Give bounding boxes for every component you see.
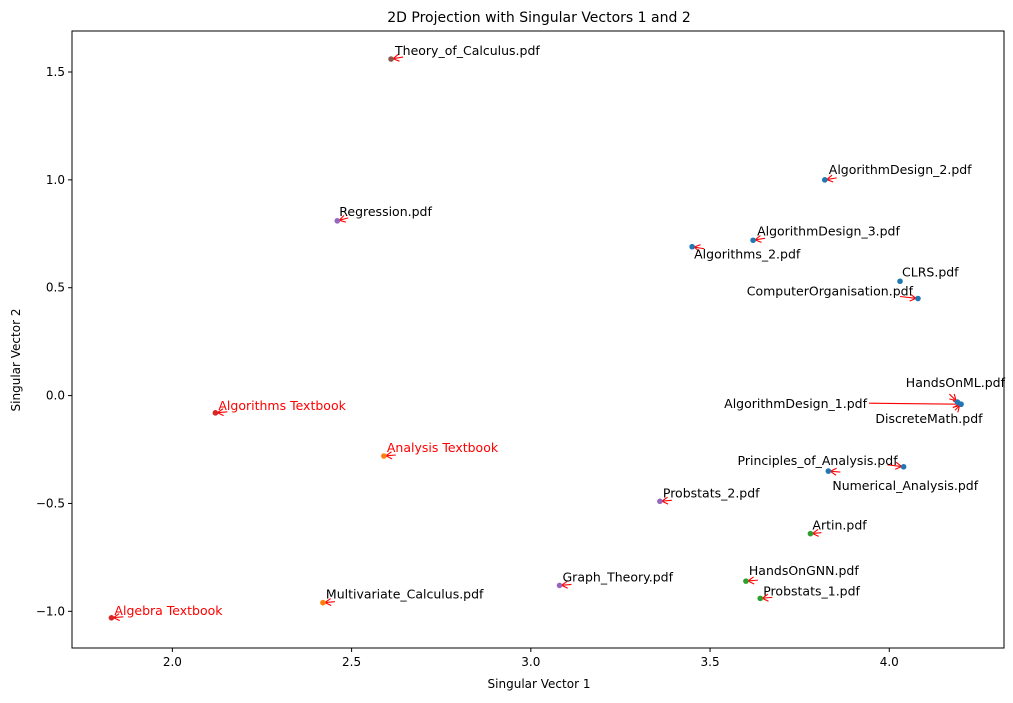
annotation-arrow (868, 402, 959, 405)
data-point (900, 463, 907, 470)
point-label: ComputerOrganisation.pdf (747, 284, 914, 299)
point-label: AlgorithmDesign_3.pdf (757, 223, 900, 238)
data-point (320, 599, 326, 606)
annotation-arrow (887, 464, 902, 468)
point-label: Probstats_1.pdf (763, 583, 860, 598)
y-tick-label: 0.0 (46, 389, 65, 403)
data-point (108, 614, 115, 621)
x-tick-label: 2.0 (163, 655, 182, 669)
annotation-arrow (754, 237, 766, 241)
point-label: HandsOnGNN.pdf (749, 563, 859, 578)
data-points (108, 56, 964, 621)
data-point (657, 498, 663, 505)
point-label: HandsOnML.pdf (906, 375, 1006, 390)
data-point (821, 177, 828, 183)
y-tick-label: −0.5 (36, 496, 65, 510)
point-label: Algorithms Textbook (218, 398, 346, 413)
data-point (334, 218, 341, 224)
annotation-arrow (561, 583, 572, 586)
point-label: DiscreteMath.pdf (875, 411, 983, 426)
y-tick-label: 1.5 (46, 65, 65, 79)
annotation-arrow (812, 532, 822, 535)
data-point (958, 401, 964, 408)
point-label: Artin.pdf (812, 518, 867, 533)
data-point (825, 468, 832, 474)
data-point (897, 278, 903, 285)
plot-area-frame (71, 30, 1005, 649)
annotation-arrow (392, 56, 404, 60)
point-label: Multivariate_Calculus.pdf (326, 587, 484, 602)
annotation-arrow (385, 454, 396, 457)
chart-title: 2D Projection with Singular Vectors 1 an… (387, 10, 690, 26)
y-tick-label: 0.5 (46, 281, 65, 295)
data-point (689, 243, 695, 250)
annotation-arrow (217, 411, 228, 414)
annotation-arrow (113, 616, 124, 619)
point-label: Algorithms_2.pdf (694, 247, 801, 262)
point-label: Theory_of_Calculus.pdf (394, 43, 540, 58)
annotation-arrow (826, 177, 837, 181)
point-label: AlgorithmDesign_2.pdf (829, 162, 972, 177)
annotation-arrow (661, 499, 672, 502)
y-tick-label: 1.0 (46, 173, 65, 187)
y-tick-label: −1.0 (36, 604, 65, 618)
data-point (388, 56, 394, 62)
point-label: Probstats_2.pdf (663, 485, 760, 500)
axis-ticks: 2.0 2.5 3.0 3.5 4.0 −1.0 −0.5 0.0 0.5 1.0 1.5 (36, 65, 899, 669)
x-tick-label: 2.5 (342, 655, 361, 669)
x-axis-label: Singular Vector 1 (488, 677, 591, 691)
annotation-arrow (899, 295, 917, 299)
point-label: Numerical_Analysis.pdf (832, 478, 978, 493)
data-point (915, 295, 921, 302)
point-label: Analysis Textbook (387, 440, 499, 455)
x-tick-label: 3.5 (701, 655, 720, 669)
point-labels: Theory_of_Calculus.pdf AlgorithmDesign_2.… (114, 43, 1005, 618)
data-point (807, 530, 814, 537)
point-label: AlgorithmDesign_1.pdf (724, 396, 867, 411)
data-point (757, 595, 764, 602)
annotation-arrow (949, 393, 957, 402)
annotation-arrow (762, 596, 773, 599)
annotation-arrow (747, 579, 758, 582)
annotation-arrow (339, 217, 349, 221)
y-axis-label: Singular Vector 2 (9, 309, 23, 412)
point-label: Regression.pdf (339, 204, 432, 219)
annotation-arrows (112, 53, 961, 622)
point-label: CLRS.pdf (902, 264, 959, 279)
point-label: Principles_of_Analysis.pdf (738, 453, 899, 468)
annotation-arrow (830, 470, 841, 473)
x-tick-label: 3.0 (521, 655, 540, 669)
x-tick-label: 4.0 (880, 655, 899, 669)
data-point (556, 582, 563, 589)
data-point (743, 578, 749, 584)
annotation-arrow (324, 601, 335, 604)
data-point (750, 237, 756, 244)
point-label: Algebra Textbook (114, 603, 223, 618)
data-point (212, 410, 219, 416)
data-point (381, 453, 387, 459)
point-label: Graph_Theory.pdf (563, 569, 674, 584)
annotation-arrow (694, 246, 705, 250)
